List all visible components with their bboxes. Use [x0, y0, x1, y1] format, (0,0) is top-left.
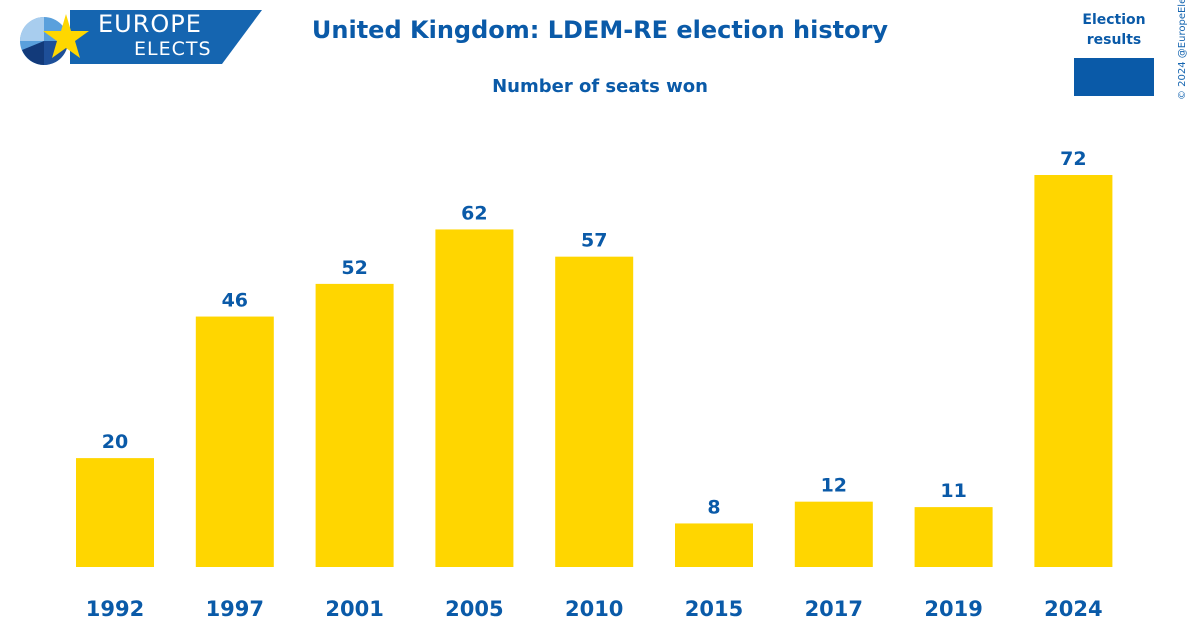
- bar-1992: [76, 458, 154, 567]
- chart-title: United Kingdom: LDEM-RE election history: [311, 16, 889, 44]
- bar-2019: [914, 507, 993, 567]
- bar-2001: [315, 283, 394, 567]
- chart-subtitle: Number of seats won: [492, 76, 708, 97]
- data-label-2001: 52: [341, 257, 367, 279]
- legend-label: Election results: [1082, 12, 1146, 48]
- legend-swatch: [1074, 58, 1154, 96]
- x-tick-label-1992: 1992: [86, 597, 144, 621]
- data-label-2010: 57: [581, 230, 607, 252]
- logo-line-2: ELECTS: [134, 38, 212, 60]
- x-tick-label-2017: 2017: [805, 597, 863, 621]
- bar-2005: [435, 229, 514, 567]
- logo-graphic: [20, 10, 262, 65]
- data-label-2005: 62: [461, 202, 487, 224]
- data-label-2019: 11: [940, 480, 966, 502]
- bar-2017: [794, 501, 873, 567]
- data-label-1992: 20: [102, 431, 128, 453]
- data-label-2017: 12: [821, 475, 847, 497]
- data-label-2015: 8: [707, 496, 720, 518]
- europe-elects-logo: EUROPE ELECTS: [0, 0, 270, 76]
- x-tick-label-2024: 2024: [1044, 597, 1102, 621]
- bar-2015: [675, 523, 753, 567]
- data-label-1997: 46: [222, 290, 248, 312]
- logo-line-1: EUROPE: [98, 10, 202, 38]
- data-label-2024: 72: [1060, 148, 1086, 170]
- bar-2010: [555, 256, 634, 567]
- x-tick-label-2019: 2019: [924, 597, 982, 621]
- x-tick-label-2010: 2010: [565, 597, 623, 621]
- x-tick-label-2005: 2005: [445, 597, 503, 621]
- bar-1997: [195, 316, 274, 567]
- x-tick-label-2001: 2001: [325, 597, 383, 621]
- legend: Election results: [1062, 10, 1166, 96]
- x-tick-label-1997: 1997: [206, 597, 264, 621]
- bar-2024: [1034, 175, 1113, 567]
- x-tick-label-2015: 2015: [685, 597, 743, 621]
